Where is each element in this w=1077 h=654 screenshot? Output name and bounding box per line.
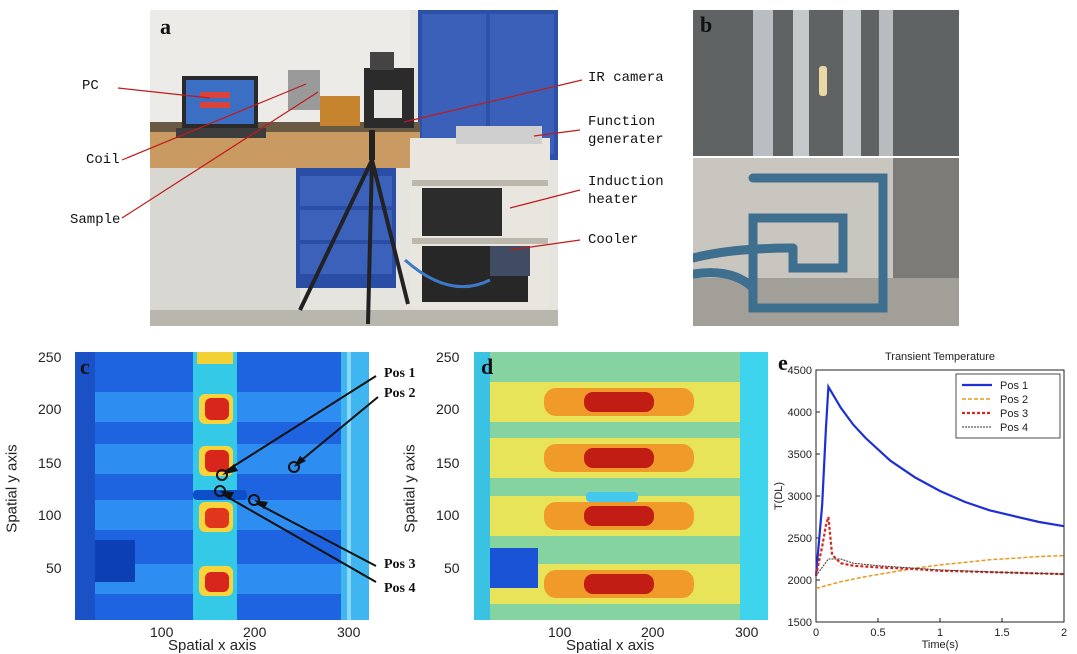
sample-photo	[693, 10, 959, 156]
d-ytick-50: 50	[444, 560, 460, 576]
c-xtick-200: 200	[243, 624, 267, 640]
c-ytick-150: 150	[38, 455, 62, 471]
pos-1-label: Pos 1	[384, 366, 416, 381]
series-line-1	[814, 383, 1065, 576]
pos-4-label: Pos 4	[384, 581, 416, 596]
panel-a-callout-lines	[117, 79, 583, 251]
label-function-generator: Function generater	[588, 114, 664, 148]
c-xtick-100: 100	[150, 624, 174, 640]
legend-label-1: Pos 1	[1000, 380, 1028, 392]
d-ytick-200: 200	[436, 401, 460, 417]
label-pc: PC	[82, 78, 99, 94]
x-tick-label: 2	[1061, 627, 1067, 639]
y-tick-label: 2000	[788, 575, 812, 587]
transient-temperature-chart: Transient Temperature 4500 4000 3500 3000 250…	[773, 351, 1067, 651]
x-tick-label: 1	[937, 627, 943, 639]
d-x-axis-title: Spatial x axis	[566, 637, 655, 654]
pos-3-label: Pos 3	[384, 557, 416, 572]
series-line-3	[814, 516, 1065, 577]
panel-b-letter: b	[700, 12, 713, 37]
d-ytick-150: 150	[436, 455, 460, 471]
y-tick-label: 3000	[788, 491, 812, 503]
chart-title: Transient Temperature	[885, 351, 995, 363]
y-tick-label: 4500	[788, 365, 812, 377]
c-x-axis-title: Spatial x axis	[168, 637, 257, 654]
y-axis-label: T(DL)	[773, 482, 785, 510]
legend-label-2: Pos 2	[1000, 394, 1028, 406]
lab-setup-photo	[150, 10, 558, 326]
y-tick-label: 4000	[788, 407, 812, 419]
y-tick-label: 2500	[788, 533, 812, 545]
c-ytick-250: 250	[38, 349, 62, 365]
d-xtick-100: 100	[548, 624, 572, 640]
c-xtick-300: 300	[337, 624, 361, 640]
label-coil: Coil	[86, 152, 120, 168]
c-ytick-100: 100	[38, 507, 62, 523]
pos-2-label: Pos 2	[384, 386, 416, 401]
x-axis-label: Time(s)	[922, 639, 959, 651]
label-ir-camera: IR camera	[588, 70, 664, 86]
position-markers	[214, 375, 379, 583]
y-tick-label: 3500	[788, 449, 812, 461]
coil-photo	[693, 158, 959, 326]
x-tick-label: 1.5	[994, 627, 1009, 639]
label-induction-heater: Induction heater	[588, 174, 664, 208]
panel-d-letter: d	[481, 354, 494, 379]
label-cooler: Cooler	[588, 232, 639, 248]
panel-a-letter: a	[160, 14, 171, 39]
legend-label-4: Pos 4	[1000, 422, 1028, 434]
d-ytick-100: 100	[436, 507, 460, 523]
d-xtick-200: 200	[641, 624, 665, 640]
d-ytick-250: 250	[436, 349, 460, 365]
series-line-4	[815, 558, 1065, 577]
panel-c-letter: c	[80, 354, 90, 379]
panel-e-letter: e	[778, 350, 788, 375]
legend-label-3: Pos 3	[1000, 408, 1028, 420]
c-ytick-200: 200	[38, 401, 62, 417]
x-tick-label: 0	[813, 627, 819, 639]
thermal-image-d	[474, 352, 768, 620]
x-tick-label: 0.5	[870, 627, 885, 639]
d-xtick-300: 300	[735, 624, 759, 640]
y-tick-label: 1500	[788, 617, 812, 629]
label-sample: Sample	[70, 212, 121, 228]
series-line-2	[815, 554, 1065, 590]
d-y-axis-title: Spatial y axis	[401, 444, 419, 533]
c-ytick-50: 50	[46, 560, 62, 576]
